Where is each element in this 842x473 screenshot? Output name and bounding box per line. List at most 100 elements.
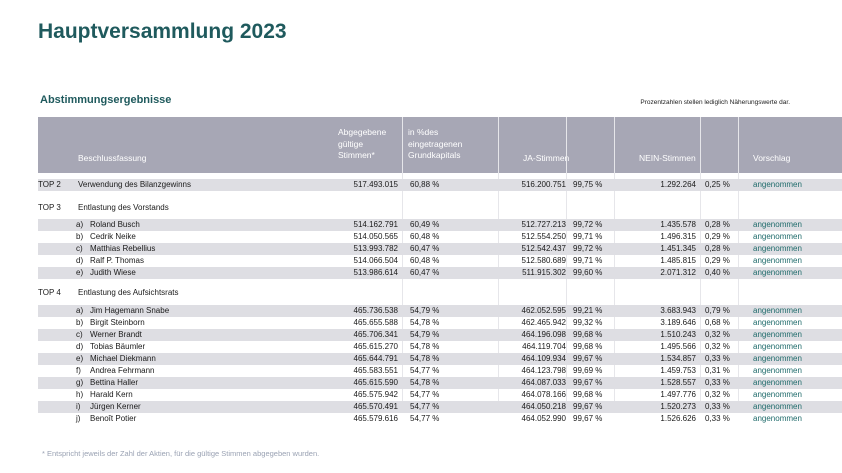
cell-stimmen: 465.579.616 (353, 414, 399, 423)
header-ja: JA-Stimmen (523, 153, 570, 163)
cell-result: angenommen (753, 354, 802, 363)
cell-stimmen: 514.162.791 (353, 220, 399, 229)
column-divider (614, 117, 615, 409)
cell-ja-pct: 99,68 % (573, 342, 603, 351)
cell-ja-pct: 99,72 % (573, 244, 603, 253)
column-divider (738, 117, 739, 409)
cell-pct: 54,77 % (410, 390, 440, 399)
cell-nein: 1.510.243 (660, 330, 696, 339)
cell-nein: 3.189.646 (660, 318, 696, 327)
cell-result: angenommen (753, 256, 802, 265)
cell-pct: 54,77 % (410, 402, 440, 411)
cell-result: angenommen (753, 366, 802, 375)
cell-ja-pct: 99,75 % (573, 180, 603, 189)
cell-result: angenommen (753, 402, 802, 411)
column-divider (498, 117, 499, 409)
page-title: Hauptversammlung 2023 (38, 20, 287, 43)
cell-nein-pct: 0,25 % (705, 180, 730, 189)
cell-top: TOP 2 (38, 180, 61, 189)
table-row: i) Jürgen Kerner 465.570.491 54,77 % 464.050… (38, 401, 842, 413)
cell-ja: 516.200.751 (521, 180, 567, 189)
cell-result: angenommen (753, 220, 802, 229)
cell-label: Michael Diekmann (90, 354, 156, 363)
cell-label: Benoît Potier (90, 414, 137, 423)
cell-stimmen: 513.986.614 (353, 268, 399, 277)
cell-result: angenommen (753, 306, 802, 315)
cell-nein: 1.495.566 (660, 342, 696, 351)
cell-ja: 464.087.033 (521, 378, 567, 387)
cell-stimmen: 465.655.588 (353, 318, 399, 327)
cell-nein: 1.520.273 (660, 402, 696, 411)
cell-ja: 464.050.218 (521, 402, 567, 411)
table-row: j) Benoît Potier 465.579.616 54,77 % 464.052… (38, 413, 842, 425)
cell-stimmen: 465.615.590 (353, 378, 399, 387)
cell-label: Cedrik Neike (90, 232, 136, 241)
cell-result: angenommen (753, 232, 802, 241)
cell-letter: e) (76, 354, 84, 363)
cell-nein-pct: 0,68 % (705, 318, 730, 327)
column-divider (402, 117, 403, 409)
table-row: a) Roland Busch 514.162.791 60,49 % 512.727.… (38, 219, 842, 231)
cell-label: Entlastung des Vorstands (78, 203, 169, 212)
table-header (38, 117, 842, 173)
cell-pct: 54,78 % (410, 378, 440, 387)
cell-letter: a) (76, 220, 84, 229)
cell-letter: d) (76, 256, 84, 265)
table-row: c) Werner Brandt 465.706.341 54,79 % 464.196… (38, 329, 842, 341)
cell-nein: 1.292.264 (660, 180, 696, 189)
cell-result: angenommen (753, 180, 802, 189)
table-row: d) Tobias Bäumler 465.615.270 54,78 % 464.11… (38, 341, 842, 353)
cell-nein-pct: 0,33 % (705, 354, 730, 363)
cell-result: angenommen (753, 414, 802, 423)
cell-nein-pct: 0,79 % (705, 306, 730, 315)
cell-pct: 54,78 % (410, 318, 440, 327)
cell-result: angenommen (753, 378, 802, 387)
cell-ja-pct: 99,71 % (573, 256, 603, 265)
cell-letter: g) (76, 378, 84, 387)
cell-nein-pct: 0,32 % (705, 390, 730, 399)
table-row: e) Michael Diekmann 465.644.791 54,78 % 464.… (38, 353, 842, 365)
cell-ja: 464.078.166 (521, 390, 567, 399)
cell-ja: 464.196.098 (521, 330, 567, 339)
cell-nein: 2.071.312 (660, 268, 696, 277)
cell-nein: 1.435.578 (660, 220, 696, 229)
header-vorschlag: Vorschlag (753, 153, 791, 163)
cell-nein-pct: 0,33 % (705, 378, 730, 387)
cell-letter: i) (76, 402, 81, 411)
cell-letter: b) (76, 232, 84, 241)
cell-nein: 1.497.776 (660, 390, 696, 399)
cell-letter: f) (76, 366, 81, 375)
cell-ja: 511.915.302 (522, 268, 566, 277)
cell-ja: 512.554.250 (521, 232, 567, 241)
cell-ja-pct: 99,72 % (573, 220, 603, 229)
cell-nein-pct: 0,28 % (705, 220, 730, 229)
cell-nein: 1.526.626 (660, 414, 696, 423)
cell-pct: 54,78 % (410, 354, 440, 363)
cell-pct: 60,48 % (410, 232, 440, 241)
cell-label: Verwendung des Bilanzgewinns (78, 180, 191, 189)
cell-stimmen: 465.644.791 (353, 354, 399, 363)
cell-nein-pct: 0,29 % (705, 232, 730, 241)
cell-label: Jim Hagemann Snabe (90, 306, 170, 315)
cell-pct: 54,77 % (410, 366, 440, 375)
cell-stimmen: 465.575.942 (353, 390, 399, 399)
table-row: f) Andrea Fehrmann 465.583.551 54,77 % 464.1… (38, 365, 842, 377)
cell-nein-pct: 0,32 % (705, 330, 730, 339)
cell-nein: 3.683.943 (660, 306, 696, 315)
approximation-note: Prozentzahlen stellen lediglich Näherung… (640, 99, 790, 106)
header-prozent: in %des eingetragenen Grundkapitals (408, 127, 463, 160)
cell-label: Entlastung des Aufsichtsrats (78, 288, 179, 297)
cell-ja-pct: 99,67 % (573, 414, 603, 423)
cell-result: angenommen (753, 244, 802, 253)
cell-stimmen: 514.050.565 (353, 232, 399, 241)
cell-letter: d) (76, 342, 84, 351)
cell-ja-pct: 99,32 % (573, 318, 603, 327)
cell-letter: b) (76, 318, 84, 327)
cell-ja-pct: 99,67 % (573, 354, 603, 363)
cell-pct: 54,79 % (410, 306, 440, 315)
cell-nein-pct: 0,31 % (705, 366, 730, 375)
cell-stimmen: 465.583.551 (353, 366, 399, 375)
cell-nein-pct: 0,28 % (705, 244, 730, 253)
table-row: e) Judith Wiese 513.986.614 60,47 % 511.915.… (38, 267, 842, 279)
cell-ja-pct: 99,68 % (573, 390, 603, 399)
